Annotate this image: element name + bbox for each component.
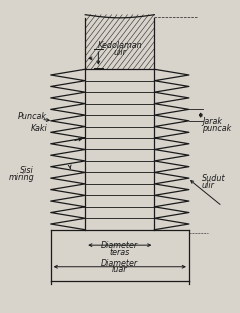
Text: miring: miring [8,173,34,182]
Text: puncak: puncak [202,124,231,133]
Text: teras: teras [110,248,130,257]
Text: luar: luar [112,265,127,275]
Text: Jarak: Jarak [202,117,222,126]
Text: Kedolaman: Kedolaman [97,41,142,50]
Text: ulir: ulir [113,48,126,57]
Text: Diameter: Diameter [101,241,138,250]
Text: Sisi: Sisi [20,166,34,175]
Text: Diameter: Diameter [101,259,138,268]
Text: Sudut: Sudut [202,174,226,183]
Text: Puncak: Puncak [18,112,47,121]
Text: Kaki: Kaki [30,124,47,133]
Text: ulir: ulir [202,181,215,190]
